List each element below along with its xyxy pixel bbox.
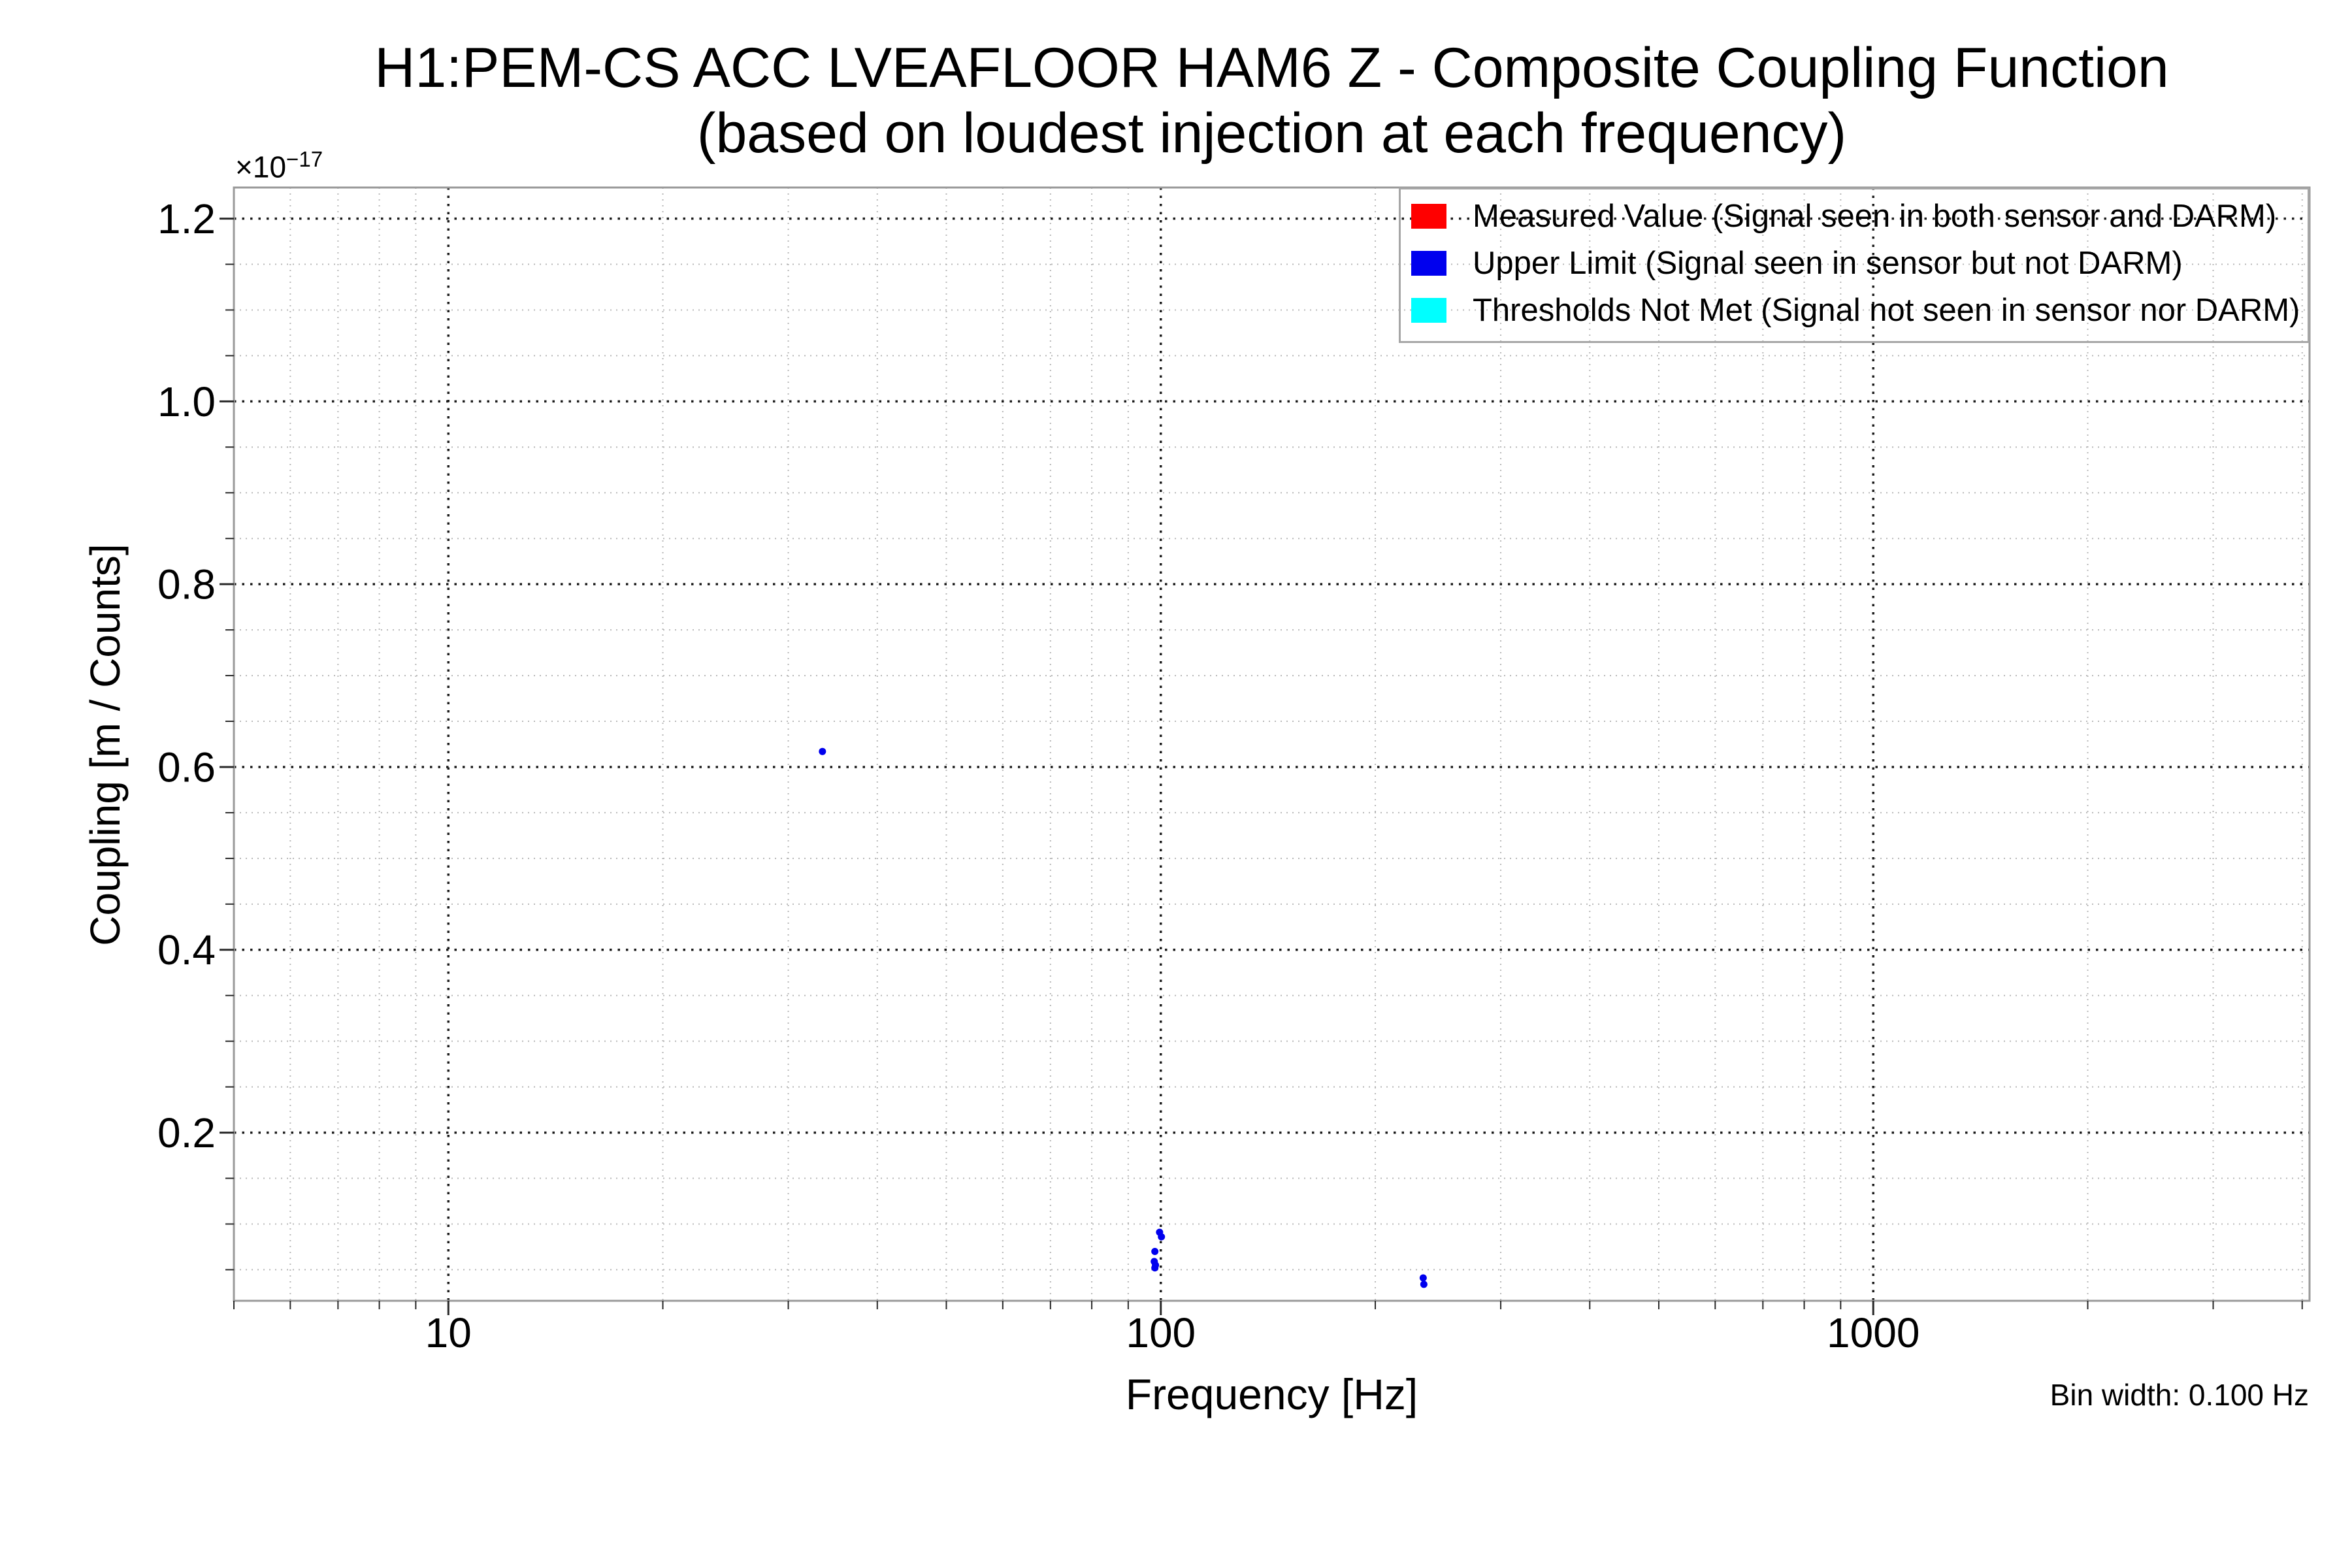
- y-tick-label: 1.2: [157, 195, 216, 242]
- axes-spines: [233, 186, 2311, 1302]
- y-axis-label: Coupling [m / Counts]: [82, 544, 129, 946]
- axis-tick-marks: [220, 218, 2303, 1315]
- y-axis-offset-exponent: −17: [286, 148, 323, 172]
- major-gridlines: [234, 188, 2310, 1301]
- minor-gridlines: [234, 188, 2310, 1301]
- bin-width-note: Bin width: 0.100 Hz: [2050, 1378, 2309, 1412]
- measured-value-swatch-icon: [1411, 204, 1446, 229]
- legend-item-upper-limit: Upper Limit (Signal seen in sensor but n…: [1411, 246, 2308, 281]
- y-axis-offset-base: ×10: [235, 150, 287, 184]
- legend-label-upper-limit: Upper Limit (Signal seen in sensor but n…: [1473, 246, 2183, 281]
- x-axis-label: Frequency [Hz]: [1125, 1370, 1418, 1418]
- chart-title-block: H1:PEM-CS ACC LVEAFLOOR HAM6 Z - Composi…: [234, 35, 2310, 166]
- chart-title: H1:PEM-CS ACC LVEAFLOOR HAM6 Z - Composi…: [374, 37, 2169, 99]
- thresholds-not-met-swatch-icon: [1411, 298, 1446, 323]
- x-tick-label: 10: [425, 1309, 472, 1356]
- legend: Measured Value (Signal seen in both sens…: [1399, 188, 2310, 343]
- upper_limit-point: [1419, 1274, 1427, 1282]
- legend-item-thresholds-not-met: Thresholds Not Met (Signal not seen in s…: [1411, 293, 2308, 328]
- upper-limit-swatch-icon: [1411, 251, 1446, 276]
- upper_limit-point: [819, 747, 826, 755]
- upper_limit-point: [1158, 1233, 1166, 1241]
- legend-label-measured: Measured Value (Signal seen in both sens…: [1473, 199, 2277, 234]
- axis-tick-labels: 10 100 1000 0.2 0.4 0.6 0.8 1.0 1.2: [157, 195, 1919, 1356]
- y-tick-label: 0.8: [157, 561, 216, 608]
- x-tick-label: 1000: [1827, 1309, 1919, 1356]
- legend-item-measured: Measured Value (Signal seen in both sens…: [1411, 199, 2308, 234]
- y-tick-label: 0.4: [157, 926, 216, 973]
- upper_limit-point: [1151, 1247, 1159, 1255]
- chart-subtitle: (based on loudest injection at each freq…: [696, 102, 1847, 165]
- upper_limit-point: [1152, 1261, 1160, 1269]
- y-tick-label: 1.0: [157, 378, 216, 425]
- y-tick-label: 0.6: [157, 743, 216, 791]
- data-points: [819, 747, 1428, 1288]
- legend-label-thresholds-not-met: Thresholds Not Met (Signal not seen in s…: [1473, 293, 2300, 328]
- upper_limit-point: [1420, 1281, 1428, 1288]
- x-tick-label: 100: [1126, 1309, 1196, 1356]
- y-tick-label: 0.2: [157, 1109, 216, 1156]
- y-axis-offset-multiplier: ×10−17: [235, 148, 323, 184]
